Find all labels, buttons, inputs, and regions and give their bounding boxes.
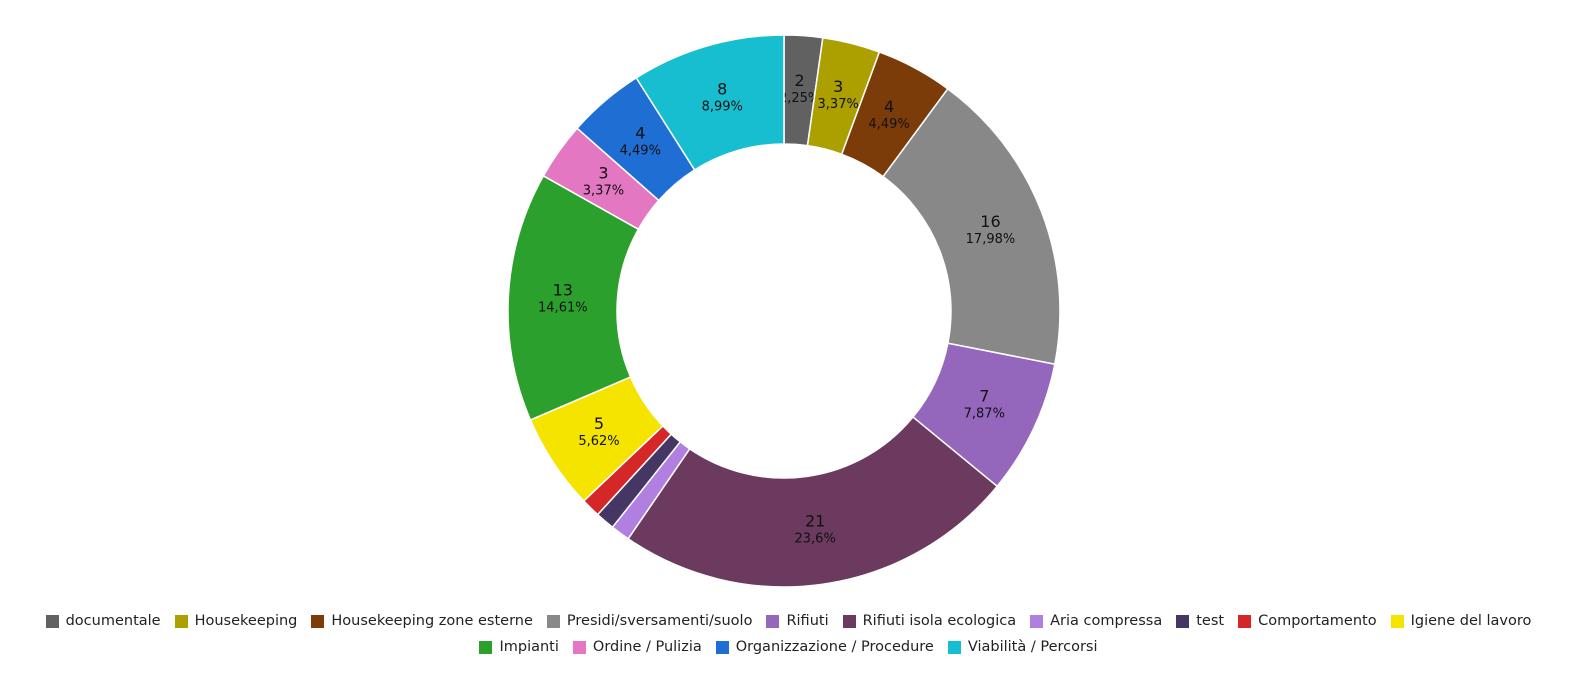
legend-label: Organizzazione / Procedure xyxy=(735,639,934,655)
legend-item[interactable]: documentale xyxy=(45,613,161,629)
legend-label: Rifiuti isola ecologica xyxy=(862,613,1017,629)
legend-label: Viabilità / Percorsi xyxy=(967,639,1098,655)
legend-item[interactable]: Comportamento xyxy=(1238,613,1377,629)
slice-viabilit-percorsi[interactable] xyxy=(635,34,785,171)
legend-swatch xyxy=(311,614,325,628)
legend-label: test xyxy=(1196,613,1225,629)
value-label: 13 xyxy=(553,280,573,299)
legend-swatch xyxy=(1176,614,1190,628)
legend-swatch xyxy=(479,640,493,654)
legend-label: Aria compressa xyxy=(1050,613,1163,629)
legend-item[interactable]: Impianti xyxy=(479,639,559,655)
value-label: 21 xyxy=(805,511,825,530)
legend-swatch xyxy=(766,614,780,628)
percent-label: 14,61% xyxy=(538,300,588,315)
percent-label: 4,49% xyxy=(620,143,661,158)
value-label: 7 xyxy=(979,387,989,406)
percent-label: 2,25% xyxy=(779,91,820,106)
legend-label: Impianti xyxy=(499,639,559,655)
value-label: 2 xyxy=(795,71,805,90)
legend-label: Ordine / Pulizia xyxy=(592,639,702,655)
legend-item[interactable]: Organizzazione / Procedure xyxy=(715,639,934,655)
legend-row-2: Impianti Ordine / Pulizia Organizzazione /… xyxy=(0,639,1577,655)
legend-swatch xyxy=(1238,614,1252,628)
value-label: 3 xyxy=(598,164,608,183)
legend-item[interactable]: Rifiuti xyxy=(766,613,829,629)
legend-swatch xyxy=(45,614,59,628)
legend-item[interactable]: Igiene del lavoro xyxy=(1390,613,1532,629)
legend-label: Rifiuti xyxy=(786,613,829,629)
legend-item[interactable]: Ordine / Pulizia xyxy=(572,639,702,655)
percent-label: 23,6% xyxy=(795,531,836,546)
percent-label: 3,37% xyxy=(583,184,624,199)
donut-chart: 22,25%33,37% 44,49%1617,98%77,87%2123,6%5… xyxy=(507,34,1061,588)
legend-swatch xyxy=(842,614,856,628)
percent-label: 4,49% xyxy=(868,117,909,132)
legend-item[interactable]: test xyxy=(1176,613,1224,629)
value-label: 4 xyxy=(635,123,645,142)
legend-item[interactable]: Housekeeping xyxy=(174,613,298,629)
value-label: 3 xyxy=(833,77,843,96)
legend-label: Housekeeping xyxy=(194,613,298,629)
value-label: 5 xyxy=(594,414,604,433)
legend-swatch xyxy=(572,640,586,654)
percent-label: 17,98% xyxy=(966,232,1016,247)
legend-label: Presidi/sversamenti/suolo xyxy=(566,613,753,629)
legend-item[interactable]: Aria compressa xyxy=(1030,613,1162,629)
legend-row-1: documentale Housekeeping Housekeeping zone… xyxy=(0,613,1577,629)
legend-label: documentale xyxy=(65,613,161,629)
legend-swatch xyxy=(1390,614,1404,628)
value-label: 16 xyxy=(980,212,1000,231)
percent-label: 7,87% xyxy=(964,407,1005,422)
legend-swatch xyxy=(947,640,961,654)
legend-swatch xyxy=(1030,614,1044,628)
value-label: 4 xyxy=(884,97,894,116)
legend-item[interactable]: Housekeeping zone esterne xyxy=(311,613,533,629)
legend-item[interactable]: Viabilità / Percorsi xyxy=(947,639,1098,655)
legend-swatch xyxy=(174,614,188,628)
slice-rifiuti-isola-ecologica[interactable] xyxy=(627,416,999,588)
legend-item[interactable]: Rifiuti isola ecologica xyxy=(842,613,1017,629)
percent-label: 8,99% xyxy=(702,99,743,114)
percent-label: 5,62% xyxy=(578,434,619,449)
legend-label: Comportamento xyxy=(1258,613,1377,629)
slice-presidi-sversamenti-suolo[interactable] xyxy=(882,87,1061,366)
value-label: 8 xyxy=(717,79,727,98)
percent-label: 3,37% xyxy=(818,97,859,112)
legend-label: Housekeeping zone esterne xyxy=(331,613,533,629)
legend-item[interactable]: Presidi/sversamenti/suolo xyxy=(546,613,753,629)
legend-swatch xyxy=(715,640,729,654)
legend-label: Igiene del lavoro xyxy=(1410,613,1532,629)
legend-swatch xyxy=(546,614,560,628)
